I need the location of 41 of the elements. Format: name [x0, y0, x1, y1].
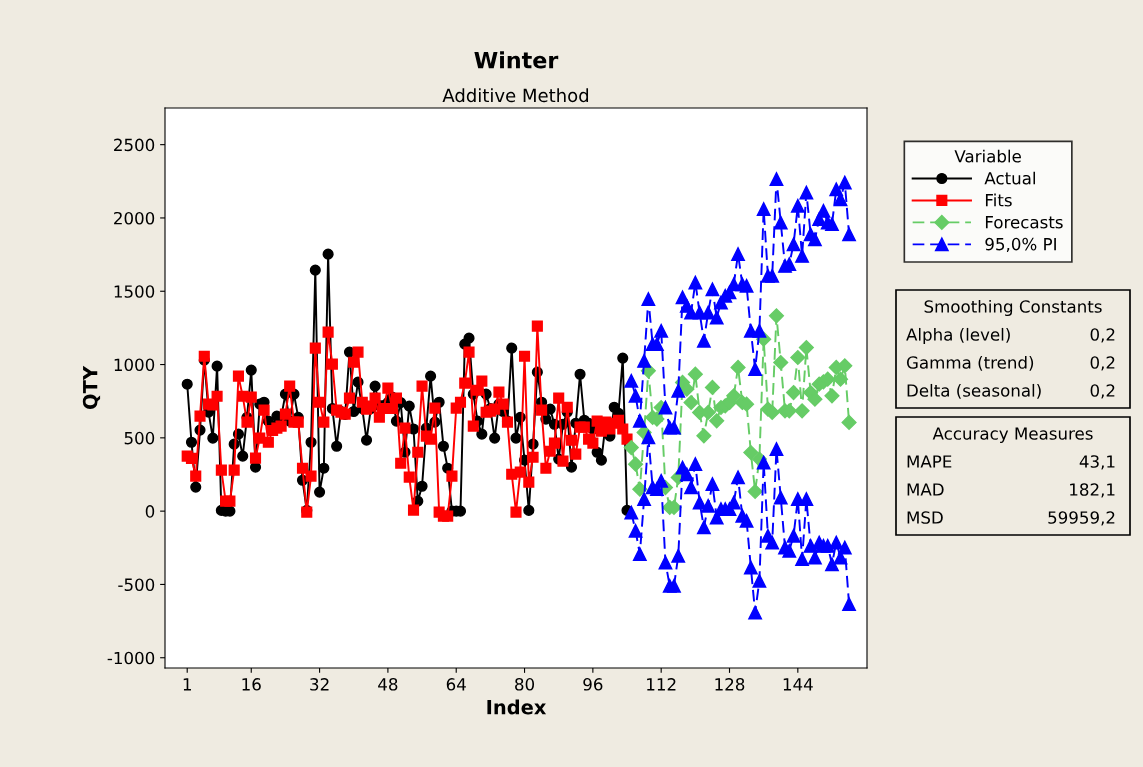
- legend-label: Fits: [985, 193, 1012, 207]
- x-tick-label: 112: [647, 678, 676, 691]
- y-tick-label: 2500: [114, 138, 155, 152]
- y-tick-label: 2000: [114, 211, 155, 225]
- text: Gamma (trend): [906, 355, 1034, 371]
- x-tick-label: 144: [783, 678, 813, 691]
- y-tick-label: -500: [118, 578, 155, 592]
- text: Delta (seasonal): [907, 383, 1041, 399]
- x-tick-label: 96: [583, 678, 603, 691]
- text: MAD: [907, 483, 944, 496]
- text: MAPE: [907, 455, 952, 468]
- legend-title: Variable: [954, 149, 1021, 163]
- y-tick-label: 0: [145, 505, 155, 518]
- text: 0,2: [1090, 356, 1115, 371]
- legend-label: 95,0% PI: [985, 237, 1056, 253]
- x-tick-label: 32: [310, 678, 329, 691]
- x-tick-label: 64: [446, 678, 466, 691]
- y-tick-label: 1000: [114, 358, 155, 372]
- y-tick-label: -1000: [107, 651, 155, 665]
- chart-subtitle: Additive Method: [442, 88, 589, 103]
- text: 182,1: [1070, 483, 1115, 498]
- y-tick-label: 1500: [114, 285, 155, 298]
- x-tick-label: 128: [715, 678, 745, 691]
- x-axis-title: Index: [487, 699, 547, 715]
- x-tick-label: 1: [183, 678, 191, 691]
- y-tick-label: 500: [124, 431, 155, 445]
- y-axis-title: QTY: [82, 365, 101, 409]
- text: 43,1: [1079, 455, 1115, 470]
- chart-title: Winter: [474, 51, 559, 69]
- legend-label: Actual: [984, 171, 1035, 185]
- legend-label: Forecasts: [985, 216, 1063, 229]
- text: Accuracy Measures: [932, 427, 1093, 444]
- x-tick-label: 48: [378, 678, 398, 691]
- text: 0,2: [1090, 384, 1115, 399]
- text: Smoothing Constants: [924, 299, 1102, 317]
- x-tick-label: 16: [242, 678, 261, 691]
- text: 0,2: [1090, 328, 1115, 343]
- text: Alpha (level): [906, 327, 1010, 345]
- x-tick-label: 80: [515, 678, 535, 691]
- text: 59959,2: [1048, 511, 1115, 526]
- text: MSD: [907, 511, 943, 524]
